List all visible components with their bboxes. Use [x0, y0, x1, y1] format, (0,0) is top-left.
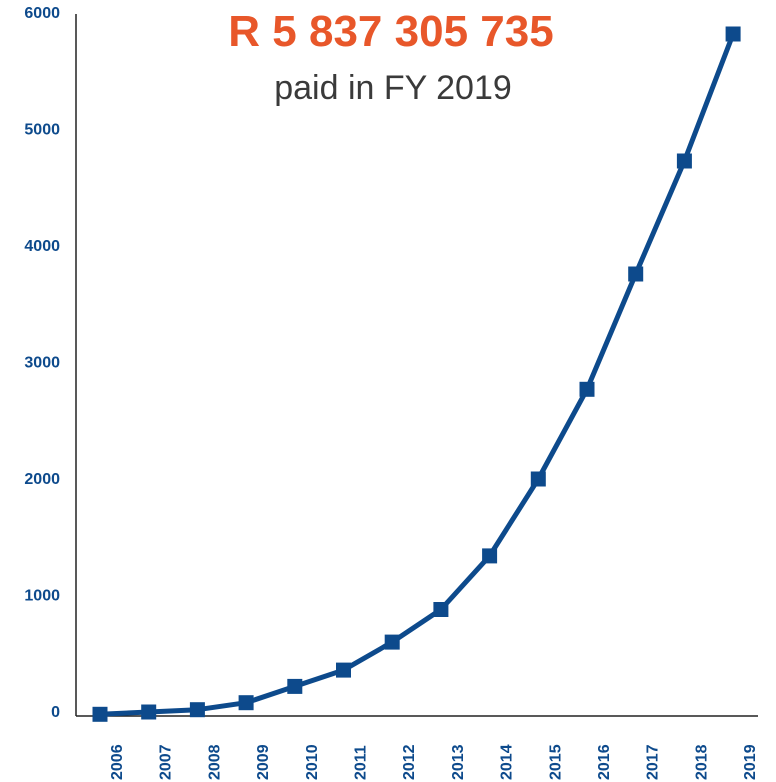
x-tick-label: 2015 [547, 744, 564, 780]
data-point-marker [336, 662, 351, 678]
data-point-marker [189, 702, 205, 718]
data-point-marker [92, 706, 108, 722]
y-tick-label: 2000 [24, 471, 60, 488]
y-tick-label: 0 [51, 704, 60, 721]
series-line [97, 31, 736, 717]
y-tick-labels: 0 1000 2000 3000 4000 5000 6000 [24, 5, 60, 721]
x-tick-label: 2017 [645, 744, 662, 780]
data-point-marker [628, 266, 644, 282]
x-tick-label: 2014 [499, 744, 516, 780]
x-tick-label: 2018 [693, 744, 710, 780]
x-tick-label: 2016 [596, 744, 613, 780]
headline-amount: R 5 837 305 735 [228, 7, 553, 56]
y-tick-label: 6000 [24, 5, 60, 22]
data-point-marker [433, 602, 449, 617]
data-point-marker [530, 471, 546, 487]
y-tick-label: 4000 [24, 238, 60, 255]
marker-layer [92, 26, 741, 722]
headline-caption: paid in FY 2019 [274, 69, 512, 107]
x-tick-label: 2019 [742, 744, 759, 780]
data-point-marker [287, 678, 303, 694]
data-point-marker [384, 634, 400, 650]
x-tick-label: 2007 [158, 744, 175, 780]
x-tick-label: 2012 [401, 744, 418, 780]
data-point-marker [238, 695, 254, 711]
x-tick-label: 2008 [206, 744, 223, 780]
x-tick-label: 2010 [304, 744, 321, 780]
x-tick-label: 2013 [450, 744, 467, 780]
data-point-marker [725, 26, 741, 42]
y-tick-label: 1000 [24, 588, 60, 605]
data-point-marker [482, 548, 498, 564]
x-tick-label: 2006 [109, 744, 126, 780]
x-tick-label: 2009 [255, 744, 272, 780]
y-tick-label: 3000 [24, 355, 60, 372]
data-point-marker [579, 381, 595, 397]
data-point-marker [141, 704, 157, 720]
data-point-marker [676, 153, 692, 169]
series-layer [97, 31, 736, 717]
axes [75, 14, 758, 717]
x-tick-label: 2011 [353, 745, 370, 780]
y-tick-label: 5000 [24, 122, 60, 139]
x-tick-labels: 2006 2007 2008 2009 2010 2011 2012 2013 2014 2015… [109, 744, 759, 780]
